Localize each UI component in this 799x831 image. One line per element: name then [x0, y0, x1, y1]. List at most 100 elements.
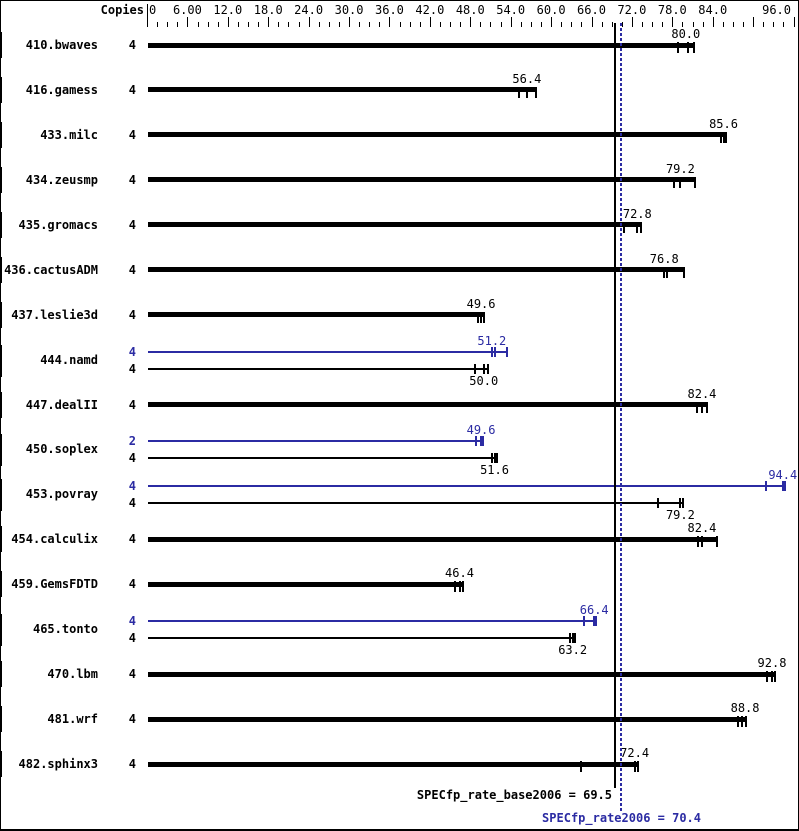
axis-tick	[379, 22, 381, 27]
run-mark	[700, 536, 703, 548]
result-bar	[148, 761, 638, 767]
axis-tick	[763, 22, 765, 27]
result-bar	[148, 716, 746, 722]
benchmark-name: 459.GemsFDTD	[11, 577, 98, 592]
axis-tick	[631, 17, 633, 27]
axis-tick-label: 66.0	[577, 3, 606, 17]
benchmark-name: 450.soplex	[25, 442, 98, 457]
axis-tick	[167, 22, 169, 27]
axis-tick	[642, 22, 644, 27]
row-axis-segment	[1, 571, 2, 598]
axis-tick	[227, 17, 229, 27]
axis-tick-label: 54.0	[496, 3, 526, 17]
copies-value: 4	[128, 667, 136, 682]
copies-value: 4	[128, 496, 136, 511]
row-axis-segment	[1, 391, 2, 418]
axis-tick	[248, 22, 250, 27]
axis-tick	[702, 22, 704, 27]
axis-tick	[722, 22, 724, 27]
axis-tick	[490, 22, 492, 27]
run-mark	[656, 498, 659, 509]
result-value-label: 51.6	[480, 463, 509, 478]
axis-tick	[399, 22, 401, 27]
run-mark	[679, 176, 682, 188]
run-mark	[496, 453, 499, 464]
axis-tick	[268, 17, 270, 27]
axis-tick-label: 30.0	[334, 3, 364, 17]
run-mark	[719, 131, 722, 143]
row-axis-segment	[1, 614, 2, 647]
axis-tick	[460, 22, 462, 27]
run-mark	[636, 221, 639, 233]
run-mark	[453, 581, 456, 593]
axis-tick	[450, 22, 452, 27]
run-mark	[774, 671, 777, 683]
result-value-label: 79.2	[665, 508, 695, 523]
run-mark	[633, 761, 636, 772]
row-axis-segment	[1, 76, 2, 103]
result-value-label: 79.2	[665, 161, 695, 176]
run-mark	[493, 453, 496, 464]
run-mark	[716, 536, 719, 548]
axis-tick	[743, 22, 745, 27]
run-mark	[480, 311, 483, 323]
result-value-label: 63.2	[558, 643, 588, 658]
result-value-label: 85.6	[709, 116, 738, 131]
run-mark	[771, 671, 773, 683]
axis-tick	[429, 17, 431, 27]
axis-tick	[652, 22, 654, 27]
peak-summary-label: SPECfp_rate2006 = 70.4	[542, 811, 701, 825]
result-value-label: 82.4	[687, 521, 717, 536]
run-mark	[480, 436, 483, 447]
result-bar	[148, 222, 642, 228]
result-bar	[148, 440, 484, 443]
axis-tick	[318, 22, 320, 27]
row-axis-segment	[1, 661, 2, 688]
copies-value: 4	[128, 262, 136, 277]
result-value-label: 82.4	[687, 386, 717, 401]
run-mark	[482, 436, 485, 447]
result-value-label: 72.4	[620, 746, 650, 760]
run-mark	[482, 311, 485, 323]
benchmark-name: 444.namd	[40, 352, 98, 367]
row-axis-segment	[1, 706, 2, 733]
run-mark	[737, 716, 740, 728]
axis-tick	[278, 22, 280, 27]
run-mark	[694, 176, 697, 188]
run-mark	[706, 401, 709, 413]
run-mark	[692, 42, 695, 53]
axis-tick	[581, 22, 583, 27]
result-bar	[148, 402, 708, 407]
run-mark	[486, 363, 489, 374]
copies-value: 4	[128, 451, 136, 466]
run-mark	[682, 498, 685, 509]
row-axis-segment	[1, 479, 2, 512]
run-mark	[458, 581, 461, 593]
copies-value: 4	[128, 82, 136, 97]
benchmark-name: 437.leslie3d	[11, 307, 98, 322]
axis-tick	[439, 22, 441, 27]
axis-tick-label: 60.0	[536, 3, 566, 17]
axis-tick	[712, 17, 714, 27]
run-mark	[683, 266, 686, 278]
axis-tick	[197, 22, 199, 27]
axis-tick	[682, 22, 684, 27]
result-bar	[148, 457, 498, 460]
axis-tick-label: 36.0	[375, 3, 404, 17]
axis-tick	[359, 22, 361, 27]
axis-tick	[258, 22, 260, 27]
copies-value: 4	[128, 757, 136, 771]
run-mark	[695, 401, 698, 413]
copies-value: 4	[128, 38, 136, 52]
result-bar	[148, 312, 484, 318]
copies-value: 4	[128, 307, 136, 322]
result-value-label: 46.4	[445, 566, 474, 581]
run-mark	[534, 86, 537, 98]
axis-tick	[328, 22, 330, 27]
copies-value: 2	[128, 434, 136, 449]
row-axis-segment	[1, 211, 2, 238]
benchmark-name: 447.dealII	[25, 397, 98, 412]
copies-value: 4	[128, 172, 136, 187]
axis-tick	[561, 22, 563, 27]
